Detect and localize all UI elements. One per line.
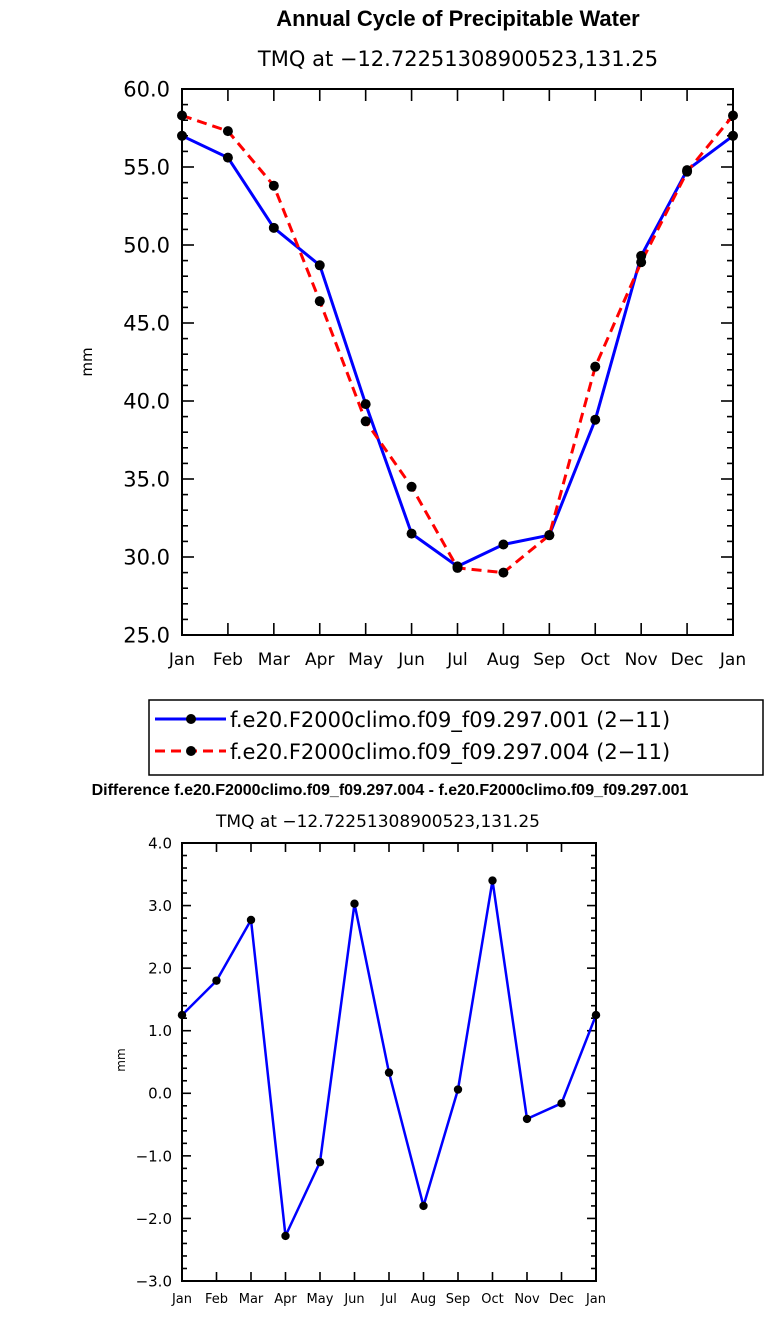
data-point-series1	[315, 1157, 325, 1167]
x-tick-label: Dec	[549, 1292, 574, 1307]
data-point-series1	[406, 528, 417, 539]
data-point-series1	[314, 260, 325, 271]
x-tick-label: May	[307, 1292, 334, 1307]
series-line-2	[181, 114, 735, 575]
y-tick-label: 4.0	[148, 834, 172, 852]
chart2-subtitle: TMQ at −12.72251308900523,131.25	[215, 812, 540, 832]
x-tick-label: Jan	[171, 1292, 192, 1307]
chart1-title: Annual Cycle of Precipitable Water	[276, 6, 640, 31]
chart1-lines	[181, 114, 735, 575]
x-tick-label: Jan	[168, 650, 195, 670]
data-point-series2	[314, 296, 325, 307]
data-point-series2	[498, 567, 509, 578]
chart1-frame	[181, 88, 734, 636]
y-tick-label: 1.0	[148, 1022, 172, 1040]
chart1-axes: 25.0 30.0 35.0 40.0 45.0 50.0 55.0 60.0 Jan Feb Ma…	[123, 78, 746, 670]
data-point-series1	[212, 976, 221, 985]
chart2-axes: −3.0 −2.0 −1.0 0.0 1.0 2.0 3.0 4.0 Jan Feb Mar Apr M…	[136, 834, 606, 1307]
x-tick-label: Apr	[274, 1292, 297, 1307]
data-point-series2	[682, 166, 693, 177]
x-tick-label: Aug	[411, 1292, 436, 1307]
chart1-subtitle: TMQ at −12.72251308900523,131.25	[257, 47, 658, 71]
x-tick-label: May	[348, 650, 383, 670]
data-point-series1	[590, 414, 601, 425]
data-point-series1	[522, 1114, 532, 1124]
data-point-series2	[222, 126, 233, 137]
chart2-markers	[177, 876, 601, 1241]
data-point-series1	[419, 1201, 428, 1211]
data-point-series1	[222, 152, 233, 163]
data-point-series1	[453, 1085, 463, 1094]
y-tick-label: 25.0	[123, 624, 170, 648]
data-point-series2	[452, 562, 463, 573]
x-tick-label: Feb	[205, 1292, 228, 1307]
data-point-series1	[488, 876, 497, 885]
x-tick-label: Aug	[487, 650, 520, 670]
x-tick-label: Mar	[258, 650, 290, 670]
y-tick-label: 2.0	[148, 960, 172, 978]
y-tick-label: 55.0	[123, 156, 170, 180]
y-tick-label: −3.0	[136, 1272, 172, 1290]
data-point-series1	[384, 1068, 394, 1077]
data-point-series2	[590, 361, 601, 372]
data-point-series2	[360, 416, 371, 427]
data-point-series2	[268, 180, 279, 191]
y-tick-label: 35.0	[123, 468, 170, 492]
series-line-1	[181, 134, 734, 568]
y-tick-label: −2.0	[136, 1210, 172, 1228]
y-tick-label: 30.0	[123, 546, 170, 570]
y-tick-label: 3.0	[148, 897, 172, 915]
y-tick-label: 60.0	[123, 78, 170, 102]
data-point-series1	[246, 915, 256, 925]
data-point-series1	[360, 399, 371, 410]
x-tick-label: Jul	[380, 1292, 397, 1307]
x-tick-label: Apr	[305, 650, 334, 670]
x-tick-label: Nov	[625, 650, 658, 670]
x-tick-label: Mar	[239, 1292, 264, 1307]
data-point-series1	[281, 1231, 290, 1241]
x-tick-label: Jan	[585, 1292, 606, 1307]
data-point-series2	[636, 257, 647, 268]
x-tick-label: Jun	[397, 650, 425, 670]
legend-marker-001	[186, 714, 196, 724]
data-point-series1	[350, 899, 359, 908]
data-point-series2	[544, 530, 555, 541]
chart1-ylabel: mm	[78, 347, 96, 376]
legend-box	[148, 699, 764, 776]
legend-label-004: f.e20.F2000climo.f09_f09.297.004 (2−11)	[230, 740, 670, 765]
y-tick-label: 50.0	[123, 234, 170, 258]
x-tick-label: Oct	[481, 1292, 503, 1307]
y-tick-label: 45.0	[123, 312, 170, 336]
x-tick-label: Sep	[533, 650, 565, 670]
legend-label-001: f.e20.F2000climo.f09_f09.297.001 (2−11)	[230, 708, 670, 733]
y-tick-label: 40.0	[123, 390, 170, 414]
data-point-series1	[498, 539, 509, 550]
y-tick-label: −1.0	[136, 1147, 172, 1165]
chart-annual-cycle: Annual Cycle of Precipitable Water TMQ a…	[78, 6, 764, 776]
chart2-title: Difference f.e20.F2000climo.f09_f09.297.…	[92, 782, 689, 799]
x-tick-label: Jun	[343, 1292, 364, 1307]
chart1-markers	[177, 110, 738, 578]
chart1-legend: f.e20.F2000climo.f09_f09.297.001 (2−11) …	[148, 699, 764, 776]
chart2-ylabel: mm	[114, 1048, 128, 1071]
series-line-1	[181, 879, 598, 1238]
chart2-frame	[181, 842, 597, 1282]
y-tick-label: 0.0	[148, 1085, 172, 1103]
x-tick-label: Feb	[213, 650, 243, 670]
x-tick-label: Jan	[719, 650, 746, 670]
data-point-series1	[268, 222, 279, 233]
data-point-series1	[557, 1099, 566, 1108]
chart2-lines	[181, 879, 598, 1238]
x-tick-label: Jul	[446, 650, 468, 670]
x-tick-label: Dec	[671, 650, 704, 670]
x-tick-label: Sep	[446, 1292, 471, 1307]
data-point-series2	[406, 481, 417, 492]
x-tick-label: Oct	[581, 650, 611, 670]
legend-marker-004	[186, 746, 196, 756]
chart-difference: Difference f.e20.F2000climo.f09_f09.297.…	[92, 782, 689, 1307]
x-tick-label: Nov	[514, 1292, 540, 1307]
